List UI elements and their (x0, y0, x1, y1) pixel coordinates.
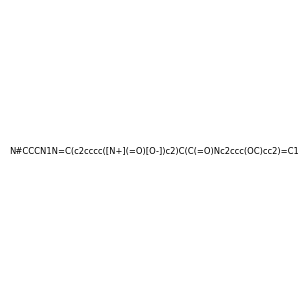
Text: N#CCCN1N=C(c2cccc([N+](=O)[O-])c2)C(C(=O)Nc2ccc(OC)cc2)=C1: N#CCCN1N=C(c2cccc([N+](=O)[O-])c2)C(C(=O… (9, 147, 298, 156)
